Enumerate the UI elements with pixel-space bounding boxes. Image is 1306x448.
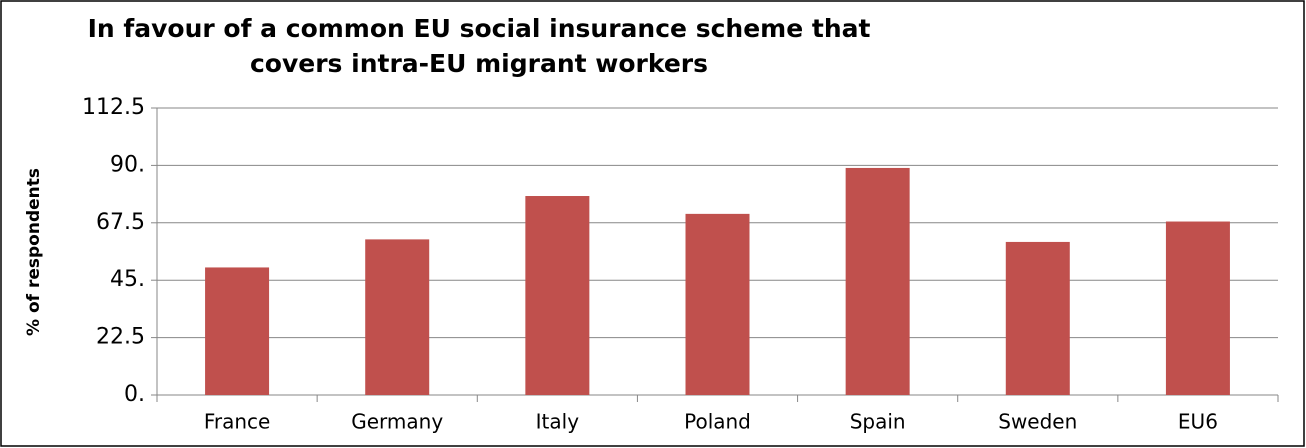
x-tick-label: Spain xyxy=(850,410,906,434)
bar xyxy=(1005,241,1070,395)
x-tick-label: Italy xyxy=(536,410,580,434)
x-tick-label: France xyxy=(204,410,271,434)
y-tick-label: 112.5 xyxy=(82,95,145,120)
bar xyxy=(205,267,270,395)
y-axis-label: % of respondents xyxy=(24,168,44,336)
y-tick-label: 22.5 xyxy=(96,325,145,350)
y-tick-label: 0. xyxy=(124,382,145,407)
y-tick-label: 67.5 xyxy=(96,210,145,235)
bar xyxy=(365,239,430,395)
x-tick-label: Poland xyxy=(684,410,751,434)
chart-title: covers intra-EU migrant workers xyxy=(250,49,708,78)
x-tick-label: EU6 xyxy=(1178,410,1218,434)
y-tick-label: 45. xyxy=(110,267,145,292)
x-tick-label: Germany xyxy=(351,410,443,434)
bar xyxy=(685,213,750,395)
y-tick-label: 90. xyxy=(110,152,145,177)
x-tick-label: Sweden xyxy=(998,410,1077,434)
bar xyxy=(845,167,910,395)
chart-title: In favour of a common EU social insuranc… xyxy=(88,14,871,43)
bar xyxy=(525,196,590,395)
bar xyxy=(1165,221,1230,395)
